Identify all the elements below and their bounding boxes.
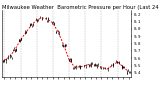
Text: Milwaukee Weather  Barometric Pressure per Hour (Last 24 Hours): Milwaukee Weather Barometric Pressure pe… <box>2 5 160 10</box>
